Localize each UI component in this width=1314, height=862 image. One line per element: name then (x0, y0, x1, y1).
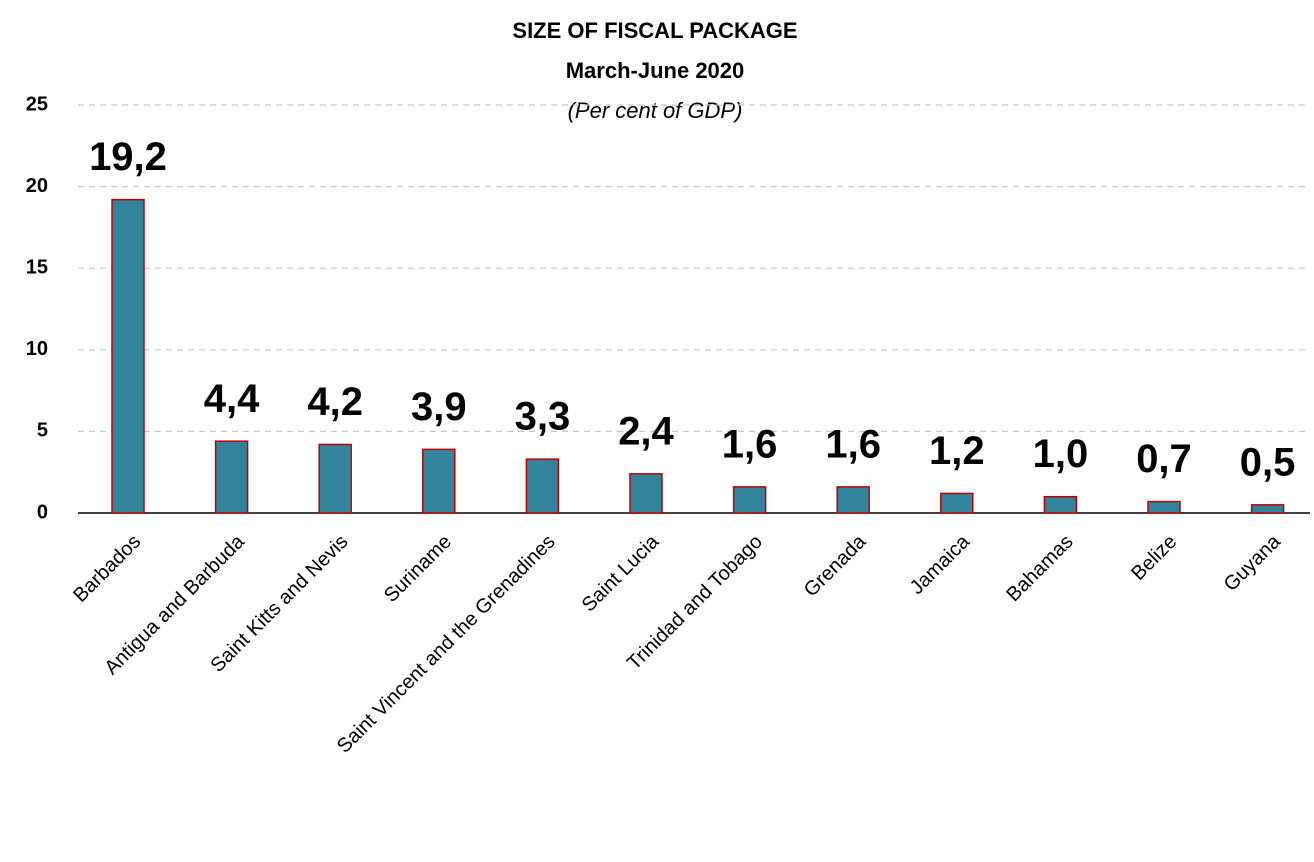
bar (836, 486, 870, 514)
value-label: 1,0 (1033, 432, 1089, 476)
x-tick-label: Belize (1127, 531, 1181, 585)
y-tick-label: 25 (26, 93, 48, 115)
value-label: 2,4 (618, 409, 674, 453)
value-label: 1,2 (929, 429, 985, 473)
y-tick-label: 0 (37, 501, 48, 523)
bar (629, 473, 663, 514)
value-label: 19,2 (89, 135, 167, 179)
y-tick-label: 10 (26, 338, 48, 360)
bar (1043, 495, 1078, 514)
chart-subtitle: March-June 2020 (566, 58, 745, 83)
value-label: 4,4 (204, 377, 260, 421)
y-tick-label: 15 (26, 256, 48, 278)
bar (422, 448, 456, 514)
y-tick-label: 20 (26, 175, 48, 197)
x-tick-label: Saint Vincent and the Grenadines (333, 531, 560, 758)
value-label: 3,3 (515, 395, 571, 439)
bar (111, 198, 145, 514)
x-tick-label: Barbados (69, 531, 145, 607)
chart-title: SIZE OF FISCAL PACKAGE (512, 18, 797, 43)
x-tick-label: Guyana (1220, 530, 1286, 596)
x-tick-label: Jamaica (906, 530, 975, 599)
value-label: 1,6 (825, 422, 881, 466)
value-label: 4,2 (307, 380, 363, 424)
value-label: 1,6 (722, 422, 778, 466)
unit-note: (Per cent of GDP) (568, 98, 743, 123)
x-tick-label: Saint Lucia (578, 530, 664, 616)
bar (525, 458, 560, 514)
y-tick-label: 5 (37, 420, 48, 442)
x-tick-label: Bahamas (1002, 531, 1077, 606)
value-label: 3,9 (411, 385, 467, 429)
x-tick-label: Suriname (380, 531, 456, 607)
bar (318, 443, 352, 514)
bar (732, 486, 767, 514)
bar (1250, 504, 1285, 514)
bar (940, 492, 974, 514)
bar (214, 440, 249, 514)
x-tick-label: Grenada (800, 530, 871, 601)
bar (1147, 500, 1181, 514)
value-label: 0,5 (1240, 440, 1296, 484)
value-label: 0,7 (1136, 437, 1192, 481)
